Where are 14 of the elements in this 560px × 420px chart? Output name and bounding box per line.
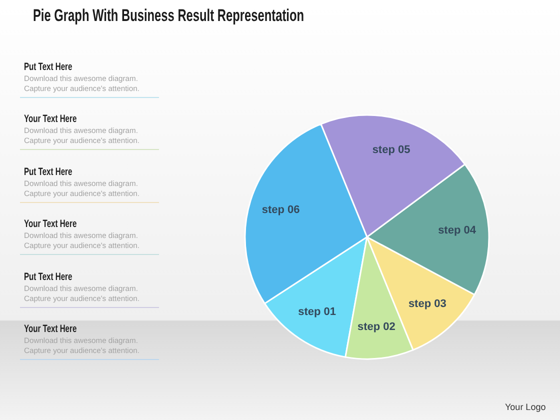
slice-label: step 01 <box>298 306 336 318</box>
text: Your Text Here <box>24 323 77 336</box>
chart-title: Pie Graph With Business Result Representation <box>33 6 304 26</box>
text: Your Logo <box>505 402 546 412</box>
slice-label: step 03 <box>408 298 446 310</box>
slice-label: step 04 <box>438 224 477 236</box>
text: Put Text Here <box>24 270 72 284</box>
slice-label: step 06 <box>262 204 300 216</box>
text: Your Text Here <box>24 113 77 126</box>
text: Your Text Here <box>24 218 77 232</box>
text: Put Text Here <box>24 166 72 179</box>
text: Put Text Here <box>24 61 72 74</box>
slice-label: step 05 <box>372 144 410 156</box>
slice-label: step 02 <box>357 320 396 333</box>
